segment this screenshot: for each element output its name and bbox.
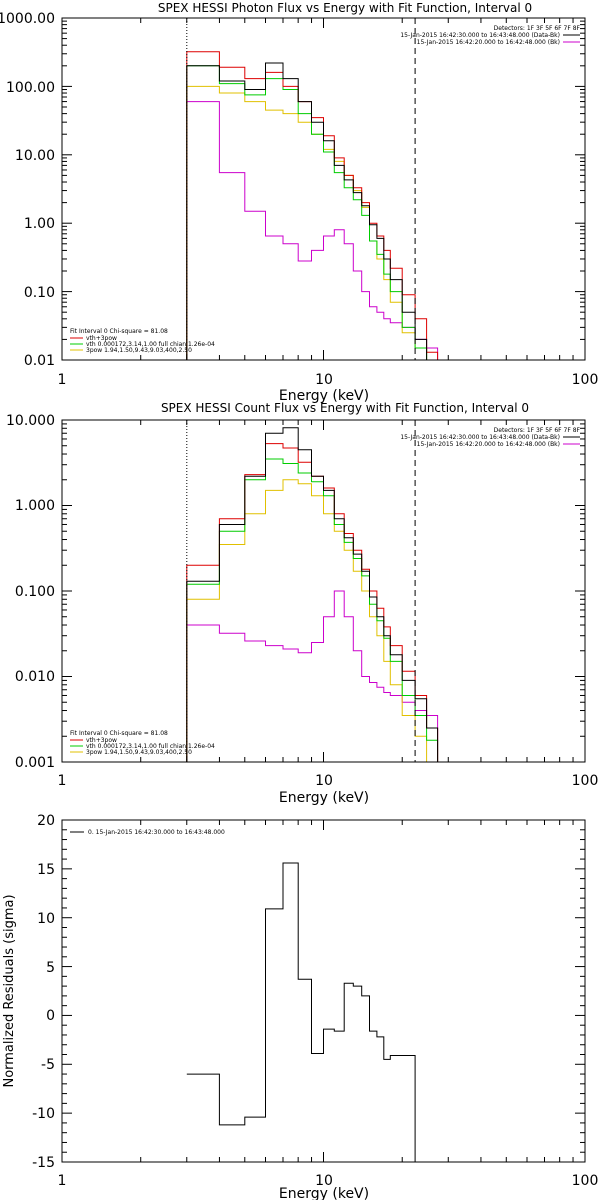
legend-text: Fit Interval 0 Chi-square = 81.08	[70, 730, 168, 737]
y-tick-label: 0	[46, 1008, 55, 1024]
y-tick-label: -5	[41, 1057, 55, 1073]
series-0-15-jan-2015-16-42-30-000-to-16-43-48-0	[186, 862, 416, 1162]
legend-text: Detectors: 1F 3F 5F 6F 7F 8F	[494, 427, 581, 434]
legend-text: 3pow 1.94,1.50,9.43,9.03,400,2.50	[86, 347, 192, 354]
x-tick-label: 10	[315, 773, 333, 789]
legend-text: 15-Jan-2015 16:42:20.000 to 16:42:48.000…	[417, 39, 560, 46]
series-3pow-1-94-1-50-9-43-9-03-400-2-50	[186, 479, 438, 763]
legend-text: Fit Interval 0 Chi-square = 81.08	[70, 328, 168, 335]
series-3pow-1-94-1-50-9-43-9-03-400-2-50	[186, 85, 438, 361]
x-axis-label: Energy (keV)	[279, 790, 369, 806]
y-tick-label: 5	[46, 960, 55, 976]
plot-frame	[61, 419, 586, 763]
plot-frame	[61, 819, 586, 1163]
residuals-panel: 1 10 100 Energy (keV) 20 15 10 5 0 -5 -1…	[2, 813, 598, 1200]
chart-title: SPEX HESSI Photon Flux vs Energy with Fi…	[158, 1, 532, 15]
photon-flux-panel: SPEX HESSI Photon Flux vs Energy with Fi…	[0, 1, 598, 404]
x-tick-label: 1	[58, 773, 67, 789]
legend-text: 3pow 1.94,1.50,9.43,9.03,400,2.50	[86, 749, 192, 756]
legend-text: vth 0.000172,3.14,1.00 full chian 1.26e-…	[86, 743, 215, 750]
series-vth-0-000172-3-14-1-00-full-chian-1-26e-	[186, 458, 439, 762]
plot-frame	[61, 17, 586, 361]
y-tick-label: 1000.00	[0, 11, 55, 27]
legend-text: vth+3pow	[86, 737, 117, 744]
legend-text: Detectors: 1F 3F 5F 6F 7F 8F	[494, 25, 581, 32]
y-tick-label: 0.10	[24, 285, 55, 301]
y-tick-label: 100.00	[6, 80, 55, 96]
legend-text: 15-Jan-2015 16:42:30.000 to 16:43:48.000…	[400, 434, 560, 441]
x-tick-label: 100	[572, 372, 599, 388]
legend-text: 15-Jan-2015 16:42:30.000 to 16:43:48.000…	[400, 32, 560, 39]
count-flux-panel: SPEX HESSI Count Flux vs Energy with Fit…	[6, 401, 598, 806]
series-vth-3pow	[186, 443, 439, 762]
x-tick-label: 100	[572, 1173, 599, 1189]
y-tick-label: 20	[37, 813, 55, 829]
y-tick-label: 0.010	[15, 669, 55, 685]
x-tick-label: 10	[315, 1173, 333, 1189]
chart-title: SPEX HESSI Count Flux vs Energy with Fit…	[161, 401, 529, 415]
y-tick-label: 10	[37, 911, 55, 927]
legend-text: vth+3pow	[86, 335, 117, 342]
y-tick-label: 0.100	[15, 584, 55, 600]
y-axis-label: Normalized Residuals (sigma)	[2, 894, 17, 1087]
series-vth-0-000172-3-14-1-00-full-chian-1-26e-	[186, 65, 438, 361]
x-tick-label: 1	[58, 372, 67, 388]
series-15-jan-2015-16-42-30-000-to-16-43-48-000	[186, 427, 439, 762]
series-vth-3pow	[186, 51, 439, 360]
y-tick-label: 10.000	[6, 413, 55, 429]
x-tick-label: 10	[315, 372, 333, 388]
y-tick-label: 1.00	[24, 216, 55, 232]
series-15-jan-2015-16-42-30-000-to-16-43-48-000	[186, 62, 438, 361]
legend-text: 0. 15-Jan-2015 16:42:30.000 to 16:43:48.…	[88, 829, 225, 836]
x-axis-label: Energy (keV)	[279, 388, 369, 404]
x-tick-label: 100	[572, 773, 599, 789]
y-tick-label: 1.000	[15, 498, 55, 514]
legend-text: 15-Jan-2015 16:42:20.000 to 16:42:48.000…	[417, 441, 560, 448]
y-tick-label: -10	[32, 1106, 55, 1122]
y-tick-label: 0.01	[24, 353, 55, 369]
y-tick-label: -15	[32, 1155, 55, 1171]
y-tick-label: 0.001	[15, 755, 55, 771]
series-15-jan-2015-16-42-20-000-to-16-42-48-000	[186, 101, 439, 360]
x-axis-label: Energy (keV)	[279, 1186, 369, 1200]
series-15-jan-2015-16-42-20-000-to-16-42-48-000	[186, 590, 439, 762]
y-tick-label: 10.00	[15, 148, 55, 164]
legend-text: vth 0.000172,3.14,1.00 full chian 1.26e-…	[86, 341, 215, 348]
x-tick-label: 1	[58, 1173, 67, 1189]
y-tick-label: 15	[37, 862, 55, 878]
